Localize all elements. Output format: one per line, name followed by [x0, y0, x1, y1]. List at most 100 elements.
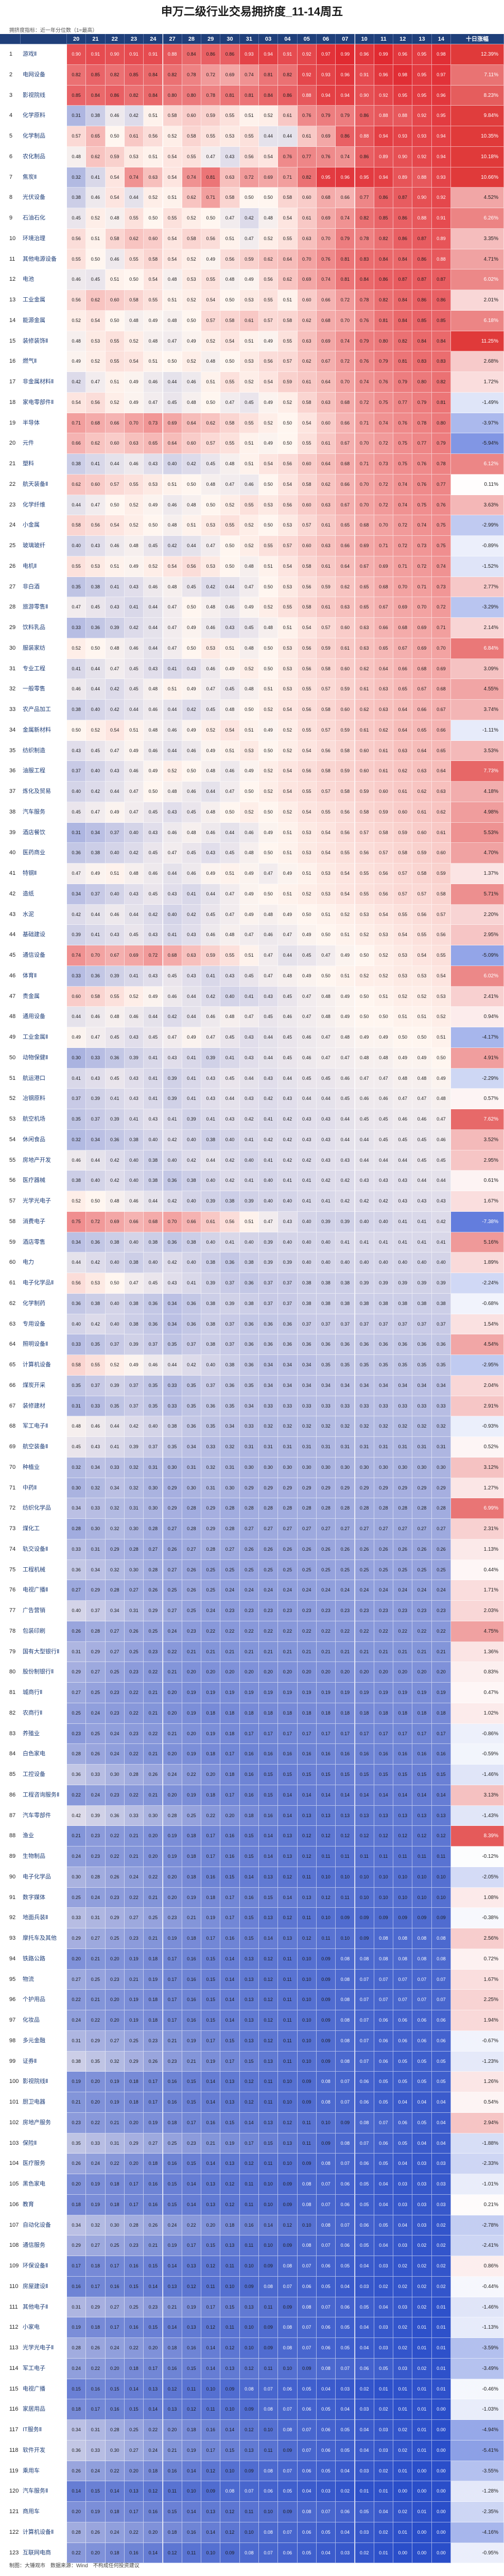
heat-cell: 0.33	[86, 1047, 106, 1069]
heat-cell: 0.25	[67, 1703, 86, 1724]
heat-cell: 0.21	[86, 1990, 106, 2010]
ten-day-return: -1.88%	[451, 2133, 504, 2154]
heat-cell: 0.32	[105, 2051, 125, 2072]
heat-cell: 0.39	[220, 1293, 240, 1314]
heat-cell: 0.45	[144, 536, 163, 556]
heat-cell: 0.38	[86, 1293, 106, 1314]
heat-cell: 0.06	[393, 2010, 413, 2031]
heat-cell: 0.05	[336, 2338, 355, 2359]
heat-cell: 0.09	[220, 2379, 240, 2400]
heat-cell: 0.48	[124, 863, 144, 884]
heat-cell: 0.46	[336, 1068, 355, 1089]
heat-cell: 0.54	[297, 802, 317, 823]
heat-cell: 0.49	[355, 1027, 374, 1048]
heat-cell: 0.43	[124, 1068, 144, 1089]
heat-cell: 0.40	[163, 1150, 182, 1171]
heat-cell: 0.37	[182, 1334, 202, 1355]
heat-cell: 0.52	[124, 986, 144, 1007]
heat-cell: 0.20	[144, 2338, 163, 2359]
heat-cell: 0.08	[316, 2215, 336, 2236]
heat-cell: 0.57	[316, 679, 336, 700]
heat-cell: 0.41	[316, 1191, 336, 1212]
industry-name: 摩托车及其他	[21, 1928, 67, 1949]
row-rank: 58	[0, 1211, 21, 1232]
heat-cell: 0.84	[412, 331, 432, 352]
heat-cell: 0.41	[182, 1089, 202, 1109]
heat-cell: 0.44	[163, 700, 182, 720]
industry-name: 渔业	[21, 1826, 67, 1846]
heat-cell: 0.58	[124, 290, 144, 311]
heat-cell: 0.41	[144, 1068, 163, 1089]
heat-cell: 0.25	[105, 1662, 125, 1683]
heat-cell: 0.17	[163, 1990, 182, 2010]
heat-cell: 0.42	[336, 1171, 355, 1191]
heat-cell: 0.13	[220, 2154, 240, 2174]
heat-cell: 0.20	[105, 1948, 125, 1970]
heat-cell: 0.64	[182, 413, 202, 434]
heat-cell: 0.39	[336, 1211, 355, 1232]
heat-cell: 0.31	[86, 2420, 106, 2441]
heat-cell: 0.12	[278, 2112, 298, 2133]
heat-cell: 0.44	[67, 1007, 86, 1027]
heat-cell: 0.42	[163, 536, 182, 556]
heat-cell: 0.77	[297, 146, 317, 167]
industry-name: 光学光电子Ⅱ	[21, 2338, 67, 2359]
row-rank: 109	[0, 2256, 21, 2277]
heat-cell: 0.29	[239, 1478, 259, 1499]
heat-cell: 0.74	[336, 331, 355, 352]
heat-cell: 0.16	[86, 2379, 106, 2400]
ten-day-return: 1.54%	[451, 1314, 504, 1335]
heat-cell: 0.00	[431, 2420, 451, 2441]
heat-cell: 0.49	[201, 249, 221, 270]
heat-cell: 0.31	[374, 1437, 394, 1458]
heat-cell: 0.48	[431, 1089, 451, 1109]
heat-cell: 0.47	[393, 1089, 413, 1109]
heat-cell: 0.52	[278, 740, 298, 761]
heat-cell: 0.47	[336, 1047, 355, 1069]
heat-cell: 0.94	[336, 85, 355, 106]
heat-cell: 0.82	[431, 372, 451, 393]
heat-cell: 0.19	[297, 1683, 317, 1703]
heat-cell: 0.25	[259, 1560, 279, 1581]
heat-cell: 0.32	[86, 1478, 106, 1499]
heat-cell: 0.66	[412, 700, 432, 720]
heat-cell: 0.31	[86, 1539, 106, 1560]
heat-cell: 0.24	[86, 1887, 106, 1908]
heat-cell: 0.14	[278, 1887, 298, 1908]
industry-name: 计算机设备	[21, 1355, 67, 1376]
heat-cell: 0.17	[220, 1744, 240, 1765]
heat-cell: 0.10	[297, 2030, 317, 2052]
heat-cell: 0.31	[355, 1437, 374, 1458]
heat-cell: 0.49	[105, 802, 125, 823]
heat-cell: 0.02	[431, 2215, 451, 2236]
heat-cell: 0.17	[182, 2112, 202, 2133]
heat-cell: 0.13	[259, 2112, 279, 2133]
heat-cell: 0.54	[201, 290, 221, 311]
heat-cell: 0.43	[239, 1089, 259, 1109]
industry-name: 汽车服务Ⅱ	[21, 2481, 67, 2502]
heat-cell: 0.38	[67, 1171, 86, 1191]
heat-cell: 0.19	[220, 1683, 240, 1703]
heat-cell: 0.41	[201, 1109, 221, 1130]
header-rank	[0, 34, 21, 44]
heat-cell: 0.01	[412, 2399, 432, 2420]
heat-cell: 0.20	[124, 2461, 144, 2482]
heat-cell: 0.36	[220, 1252, 240, 1273]
heat-cell: 0.83	[431, 351, 451, 372]
heat-cell: 0.71	[355, 413, 374, 434]
heat-cell: 0.11	[239, 2194, 259, 2215]
ten-day-return: 6.02%	[451, 965, 504, 987]
heat-cell: 0.41	[239, 1129, 259, 1150]
heat-cell: 0.36	[105, 1047, 125, 1069]
heat-cell: 0.04	[393, 2215, 413, 2236]
heat-cell: 0.81	[393, 351, 413, 372]
ten-day-return: -1.46%	[451, 2297, 504, 2318]
ten-day-return: -2.95%	[451, 1355, 504, 1376]
heat-cell: 0.15	[182, 2358, 202, 2379]
heat-cell: 0.48	[144, 679, 163, 700]
heat-cell: 0.05	[316, 2522, 336, 2543]
heat-cell: 0.34	[336, 1375, 355, 1396]
heat-cell: 0.70	[355, 433, 374, 454]
row-rank: 17	[0, 372, 21, 393]
ten-day-return: 0.44%	[451, 1560, 504, 1581]
